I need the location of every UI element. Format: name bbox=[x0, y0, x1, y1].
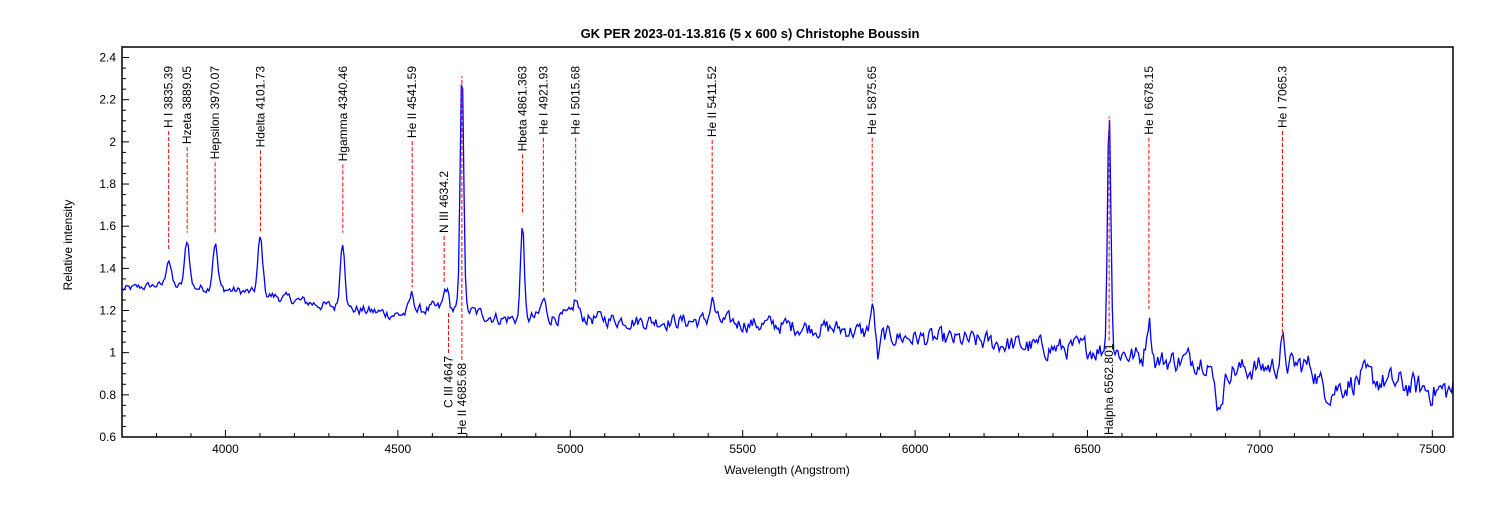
x-axis-label: Wavelength (Angstrom) bbox=[724, 463, 850, 477]
x-tick-label: 6000 bbox=[902, 442, 929, 456]
y-tick-label: 1.6 bbox=[99, 219, 116, 233]
line-id-label: Hzeta 3889.05 bbox=[180, 66, 194, 144]
x-tick-label: 4000 bbox=[212, 442, 239, 456]
line-id-label: Hbeta 4861.363 bbox=[515, 66, 529, 152]
x-tick-label: 5500 bbox=[729, 442, 756, 456]
line-id-label: He II 4685.68 bbox=[455, 363, 469, 435]
y-tick-label: 2.2 bbox=[99, 93, 116, 107]
line-id-label: He I 6678.15 bbox=[1142, 66, 1156, 135]
line-id-label: Hgamma 4340.46 bbox=[336, 66, 350, 162]
y-tick-label: 0.8 bbox=[99, 388, 116, 402]
x-tick-label: 5000 bbox=[557, 442, 584, 456]
line-id-label: He I 4921.93 bbox=[536, 66, 550, 135]
x-tick-label: 4500 bbox=[385, 442, 412, 456]
y-tick-label: 1.2 bbox=[99, 304, 116, 318]
line-id-label: H I 3835.39 bbox=[162, 66, 176, 128]
y-tick-label: 1.8 bbox=[99, 177, 116, 191]
x-tick-label: 7000 bbox=[1247, 442, 1274, 456]
line-id-label: C III 4647 bbox=[442, 356, 456, 408]
y-tick-label: 1 bbox=[109, 346, 116, 360]
spectrum-line bbox=[121, 84, 1454, 412]
x-tick-label: 6500 bbox=[1074, 442, 1101, 456]
line-id-label: Halpha 6562.801 bbox=[1102, 343, 1116, 435]
y-axis-label: Relative intensity bbox=[61, 200, 75, 291]
y-tick-label: 1.4 bbox=[99, 261, 116, 275]
x-tick-label: 7500 bbox=[1419, 442, 1446, 456]
line-id-label: He I 7065.3 bbox=[1275, 66, 1289, 128]
line-id-label: Hepsilon 3970.07 bbox=[208, 66, 222, 160]
line-id-label: He II 5411.52 bbox=[705, 66, 719, 137]
line-id-label: He II 4541.59 bbox=[405, 66, 419, 138]
line-id-label: Hdelta 4101.73 bbox=[254, 66, 268, 148]
line-id-label: He I 5015.68 bbox=[569, 66, 583, 135]
y-tick-label: 2 bbox=[109, 135, 116, 149]
line-id-label: He I 5875.65 bbox=[865, 66, 879, 135]
y-tick-label: 2.4 bbox=[99, 51, 116, 65]
plot-frame bbox=[121, 46, 1454, 438]
y-tick-label: 0.6 bbox=[99, 430, 116, 444]
chart-title: GK PER 2023-01-13.816 (5 x 600 s) Christ… bbox=[581, 26, 920, 41]
line-id-label: N III 4634.2 bbox=[437, 171, 451, 233]
